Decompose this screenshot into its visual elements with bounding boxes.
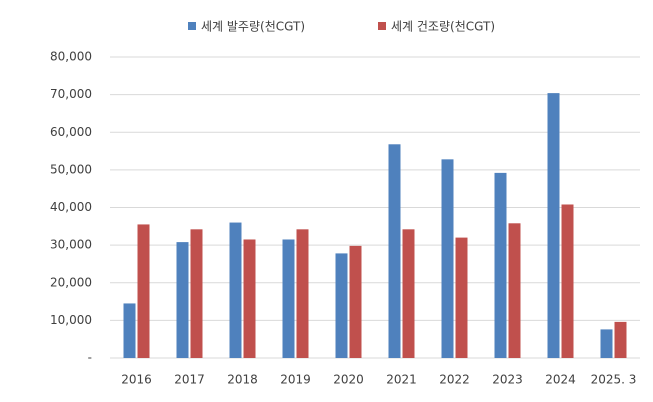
legend-swatch	[188, 22, 196, 30]
bar	[441, 159, 454, 358]
x-tick-label: 2021	[386, 373, 417, 387]
x-tick-label: 2017	[174, 373, 205, 387]
x-tick-label: 2016	[121, 373, 152, 387]
bar	[600, 329, 613, 358]
bar	[494, 172, 507, 358]
x-tick-label: 2019	[280, 373, 311, 387]
y-tick-label: 80,000	[50, 50, 92, 64]
x-tick-label: 2023	[492, 373, 523, 387]
bar	[335, 253, 348, 358]
bar	[547, 93, 560, 359]
y-tick-label: 10,000	[50, 313, 92, 327]
y-tick-label: 60,000	[50, 125, 92, 139]
bar	[123, 303, 136, 358]
bar	[402, 229, 415, 358]
x-tick-label: 2024	[545, 373, 576, 387]
bar	[296, 229, 309, 358]
bar	[614, 321, 627, 358]
y-tick-label: 50,000	[50, 162, 92, 176]
x-tick-label: 2020	[333, 373, 364, 387]
x-tick-label: 2018	[227, 373, 258, 387]
bar	[388, 144, 401, 358]
bar	[190, 229, 203, 358]
bar	[561, 204, 574, 358]
y-tick-label: 30,000	[50, 238, 92, 252]
bar	[508, 223, 521, 358]
bar	[349, 245, 362, 358]
y-tick-label: 70,000	[50, 87, 92, 101]
x-tick-label: 2022	[439, 373, 470, 387]
bar	[137, 224, 150, 358]
legend-label: 세계 건조량(천CGT)	[391, 19, 495, 34]
y-tick-label: -	[88, 351, 92, 365]
legend-swatch	[378, 22, 386, 30]
y-tick-label: 40,000	[50, 200, 92, 214]
x-tick-label: 2025. 3	[591, 373, 637, 387]
bar	[176, 242, 189, 358]
bar	[243, 239, 256, 358]
bar	[282, 239, 295, 358]
bar	[229, 222, 242, 358]
legend-label: 세계 발주량(천CGT)	[201, 19, 305, 34]
bar	[455, 237, 468, 358]
y-tick-label: 20,000	[50, 275, 92, 289]
